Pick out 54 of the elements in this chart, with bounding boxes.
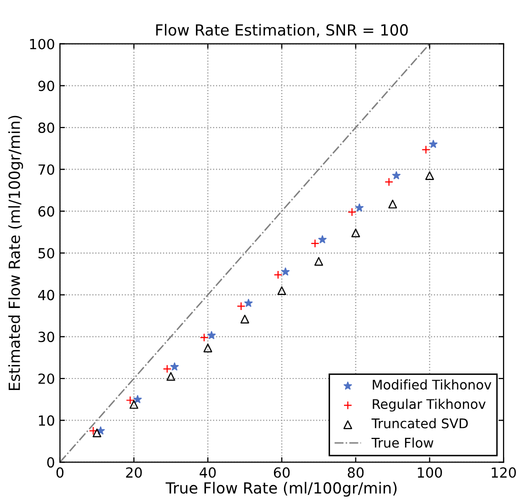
y-tick-label: 0 (47, 457, 54, 468)
point (133, 395, 142, 404)
y-tick-label: 90 (38, 80, 54, 92)
legend-label: True Flow (372, 438, 434, 448)
x-tick-label: 0 (56, 467, 64, 478)
point (170, 362, 179, 370)
point (92, 428, 102, 438)
y-tick-label: 60 (38, 206, 54, 217)
point (422, 145, 430, 154)
point (310, 239, 320, 248)
point (425, 171, 434, 180)
point (429, 140, 438, 148)
y-tick-label: 50 (38, 248, 54, 258)
y-tick-label: 70 (38, 164, 54, 175)
point (126, 396, 135, 405)
point (348, 208, 356, 216)
x-axis-title: True Flow Rate (ml/100gr/min) (166, 482, 397, 497)
point (130, 400, 138, 409)
point (277, 286, 286, 296)
point (281, 267, 290, 276)
point (236, 302, 246, 310)
legend-label: Regular Tikhonov (372, 398, 486, 412)
point (203, 344, 212, 352)
point (88, 426, 98, 436)
point (274, 270, 282, 280)
point (318, 235, 327, 244)
chart-title: Flow Rate Estimation, SNR = 100 (156, 24, 408, 38)
x-tick-label: 80 (348, 467, 364, 478)
point (200, 333, 208, 342)
point (166, 372, 176, 381)
y-tick-label: 100 (30, 38, 54, 50)
legend-label: Truncated SVD (372, 418, 468, 428)
y-tick-label: 40 (38, 290, 54, 300)
x-tick-label: 100 (418, 467, 442, 478)
point (384, 178, 394, 186)
y-tick-label: 20 (38, 373, 54, 384)
point (162, 364, 172, 374)
point (314, 257, 324, 266)
y-tick-label: 80 (38, 122, 54, 133)
y-tick-label: 10 (38, 415, 54, 426)
point (388, 200, 398, 208)
point (351, 228, 360, 238)
y-axis-title: Estimated Flow Rate (ml/100gr/min) (8, 116, 24, 390)
x-tick-label: 60 (274, 467, 290, 478)
point (392, 171, 401, 180)
x-tick-label: 40 (200, 467, 216, 478)
x-tick-label: 20 (126, 467, 142, 478)
x-tick-label: 120 (492, 467, 516, 478)
point (244, 298, 253, 307)
point (355, 203, 364, 212)
y-tick-label: 30 (38, 332, 54, 342)
point (207, 331, 216, 340)
point (240, 314, 250, 324)
legend-label: Modified Tikhonov (372, 379, 492, 390)
